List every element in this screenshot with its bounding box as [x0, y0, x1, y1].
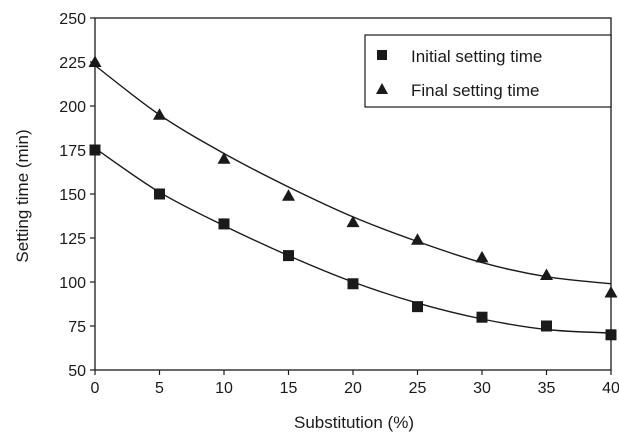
y-axis-title: Setting time (min) — [13, 129, 32, 262]
x-axis-ticks: 0 5 10 15 20 25 30 35 40 — [91, 370, 619, 397]
final-setting-point — [217, 152, 231, 164]
legend-label-final: Final setting time — [411, 81, 540, 100]
y-tick-label: 75 — [68, 319, 86, 336]
final-setting-point — [540, 268, 553, 280]
final-setting-point — [153, 108, 166, 120]
x-tick-label: 20 — [344, 380, 362, 397]
initial-setting-point — [347, 278, 359, 290]
legend-marker-triangle — [376, 83, 388, 94]
initial-setting-point — [541, 320, 552, 332]
x-tick-label: 25 — [409, 380, 427, 397]
y-tick-label: 50 — [68, 363, 86, 380]
final-setting-point — [346, 215, 360, 228]
final-setting-point — [475, 250, 489, 263]
y-axis-ticks: 50 75 100 125 150 175 200 225 250 — [59, 11, 95, 380]
final-setting-point — [88, 55, 102, 67]
y-tick-label: 225 — [59, 55, 86, 72]
x-tick-label: 5 — [155, 380, 164, 397]
final-setting-point — [604, 286, 618, 298]
final-setting-point — [282, 189, 295, 201]
x-tick-label: 10 — [215, 380, 233, 397]
initial-setting-point — [476, 311, 488, 323]
legend-box — [364, 34, 612, 108]
y-tick-label: 250 — [59, 11, 86, 28]
legend: Initial setting time Final setting time — [364, 34, 612, 108]
y-tick-label: 200 — [59, 99, 86, 116]
legend-label-initial: Initial setting time — [411, 47, 542, 66]
initial-setting-point — [89, 144, 101, 156]
x-tick-label: 0 — [91, 380, 100, 397]
y-tick-label: 175 — [59, 143, 86, 160]
data-markers — [88, 55, 618, 341]
x-tick-label: 40 — [602, 380, 619, 397]
initial-setting-point — [605, 329, 617, 341]
initial-setting-point — [283, 250, 294, 262]
initial-setting-point — [412, 301, 423, 313]
initial-setting-point — [218, 218, 230, 230]
y-tick-label: 100 — [59, 275, 86, 292]
legend-marker-square — [377, 50, 387, 60]
trend-line-initial — [94, 147, 612, 334]
x-tick-label: 35 — [538, 380, 556, 397]
x-tick-label: 15 — [280, 380, 298, 397]
final-setting-point — [411, 233, 424, 245]
y-tick-label: 150 — [59, 187, 86, 204]
y-tick-label: 125 — [59, 231, 86, 248]
initial-setting-point — [154, 188, 165, 200]
x-tick-label: 30 — [473, 380, 491, 397]
x-axis-title: Substitution (%) — [294, 413, 414, 432]
